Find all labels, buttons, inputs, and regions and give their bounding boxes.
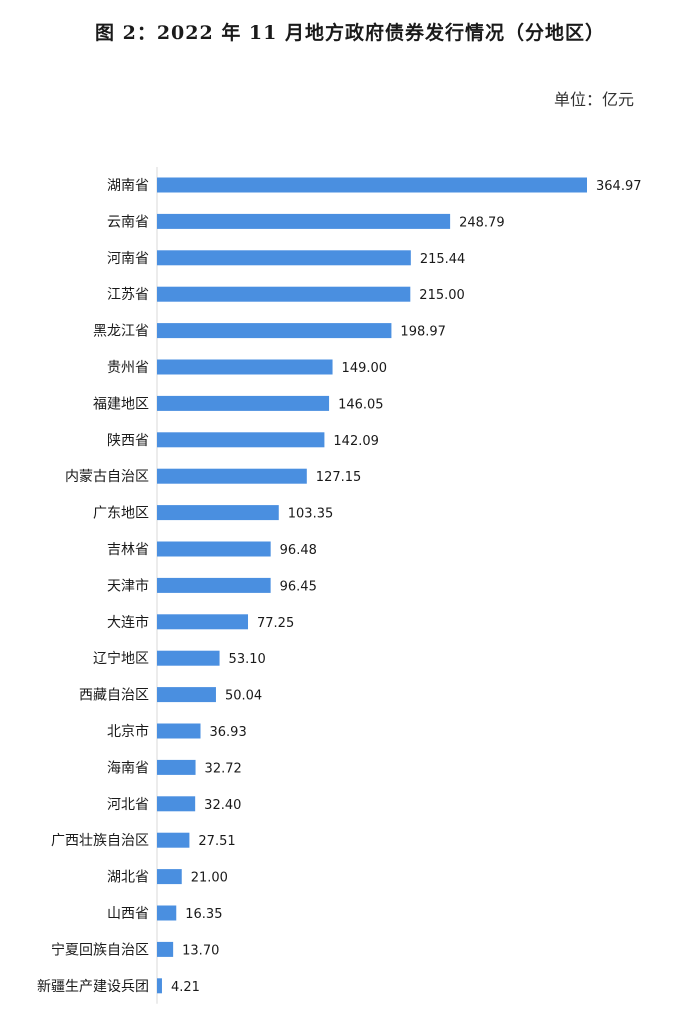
value-label: 27.51 [198,834,235,849]
bar-10 [157,541,271,557]
bar-12 [157,614,249,630]
bar-19 [157,869,182,885]
bar-6 [157,395,330,411]
bar-15 [157,723,201,739]
category-label: 吉林省 [107,542,149,558]
bar-5 [157,359,333,375]
bar-0 [157,177,587,193]
value-label: 53.10 [229,652,266,667]
category-label: 福建地区 [93,396,149,412]
category-label: 广东地区 [93,506,149,522]
bar-9 [157,505,279,521]
category-label: 北京市 [107,723,149,740]
bar-21 [157,941,174,957]
value-label: 16.35 [185,907,222,922]
category-label: 云南省 [107,214,149,230]
value-label: 215.00 [419,288,465,303]
category-label: 湖北省 [107,870,149,886]
category-label: 山西省 [107,906,149,922]
value-label: 77.25 [257,616,294,631]
category-label: 贵州省 [107,360,149,376]
category-label: 黑龙江省 [93,324,149,340]
bar-2 [157,250,411,266]
bar-22 [157,978,162,994]
category-label: 河北省 [107,797,149,813]
category-label: 江苏省 [107,287,149,303]
value-label: 4.21 [171,980,200,995]
bar-16 [157,759,196,775]
value-label: 13.70 [182,943,219,958]
value-label: 36.93 [210,725,247,740]
bar-14 [157,687,216,703]
bar-4 [157,323,392,339]
value-label: 198.97 [400,325,446,340]
value-label: 32.40 [204,798,241,813]
value-label: 146.05 [338,397,384,412]
value-label: 248.79 [459,215,505,230]
value-label: 149.00 [342,361,388,376]
value-label: 96.45 [280,579,317,594]
bar-1 [157,213,451,229]
category-label: 宁夏回族自治区 [51,941,149,958]
bar-8 [157,468,307,484]
chart-title: 图 2：2022 年 11 月地方政府债券发行情况（分地区） [94,22,605,44]
bar-3 [157,286,411,302]
bar-7 [157,432,325,448]
value-label: 50.04 [225,689,262,704]
category-label: 陕西省 [107,433,149,449]
bar-13 [157,650,220,666]
value-label: 142.09 [333,434,379,449]
bars-layer: 湖南省 364.97 云南省 248.79 河南省 215.44 江苏省 215.00 黑龙江省… [37,167,642,1004]
bar-20 [157,905,177,921]
category-label: 大连市 [107,614,149,631]
category-label: 内蒙古自治区 [65,469,149,485]
category-label: 广西壮族自治区 [51,833,149,849]
category-label: 天津市 [107,577,149,594]
value-label: 215.44 [420,252,466,267]
value-label: 103.35 [288,507,334,522]
category-label: 西藏自治区 [79,688,149,704]
value-label: 127.15 [316,470,362,485]
unit-label: 单位：亿元 [553,90,634,109]
value-label: 32.72 [205,761,242,776]
bar-17 [157,796,196,812]
category-label: 辽宁地区 [93,650,149,667]
category-label: 河南省 [107,251,149,267]
category-label: 新疆生产建设兵团 [37,979,149,995]
category-label: 湖南省 [107,178,149,194]
value-label: 364.97 [596,179,642,194]
bar-11 [157,577,271,593]
value-label: 96.48 [280,543,317,558]
category-label: 海南省 [107,760,149,776]
value-label: 21.00 [191,871,228,886]
bar-18 [157,832,190,848]
